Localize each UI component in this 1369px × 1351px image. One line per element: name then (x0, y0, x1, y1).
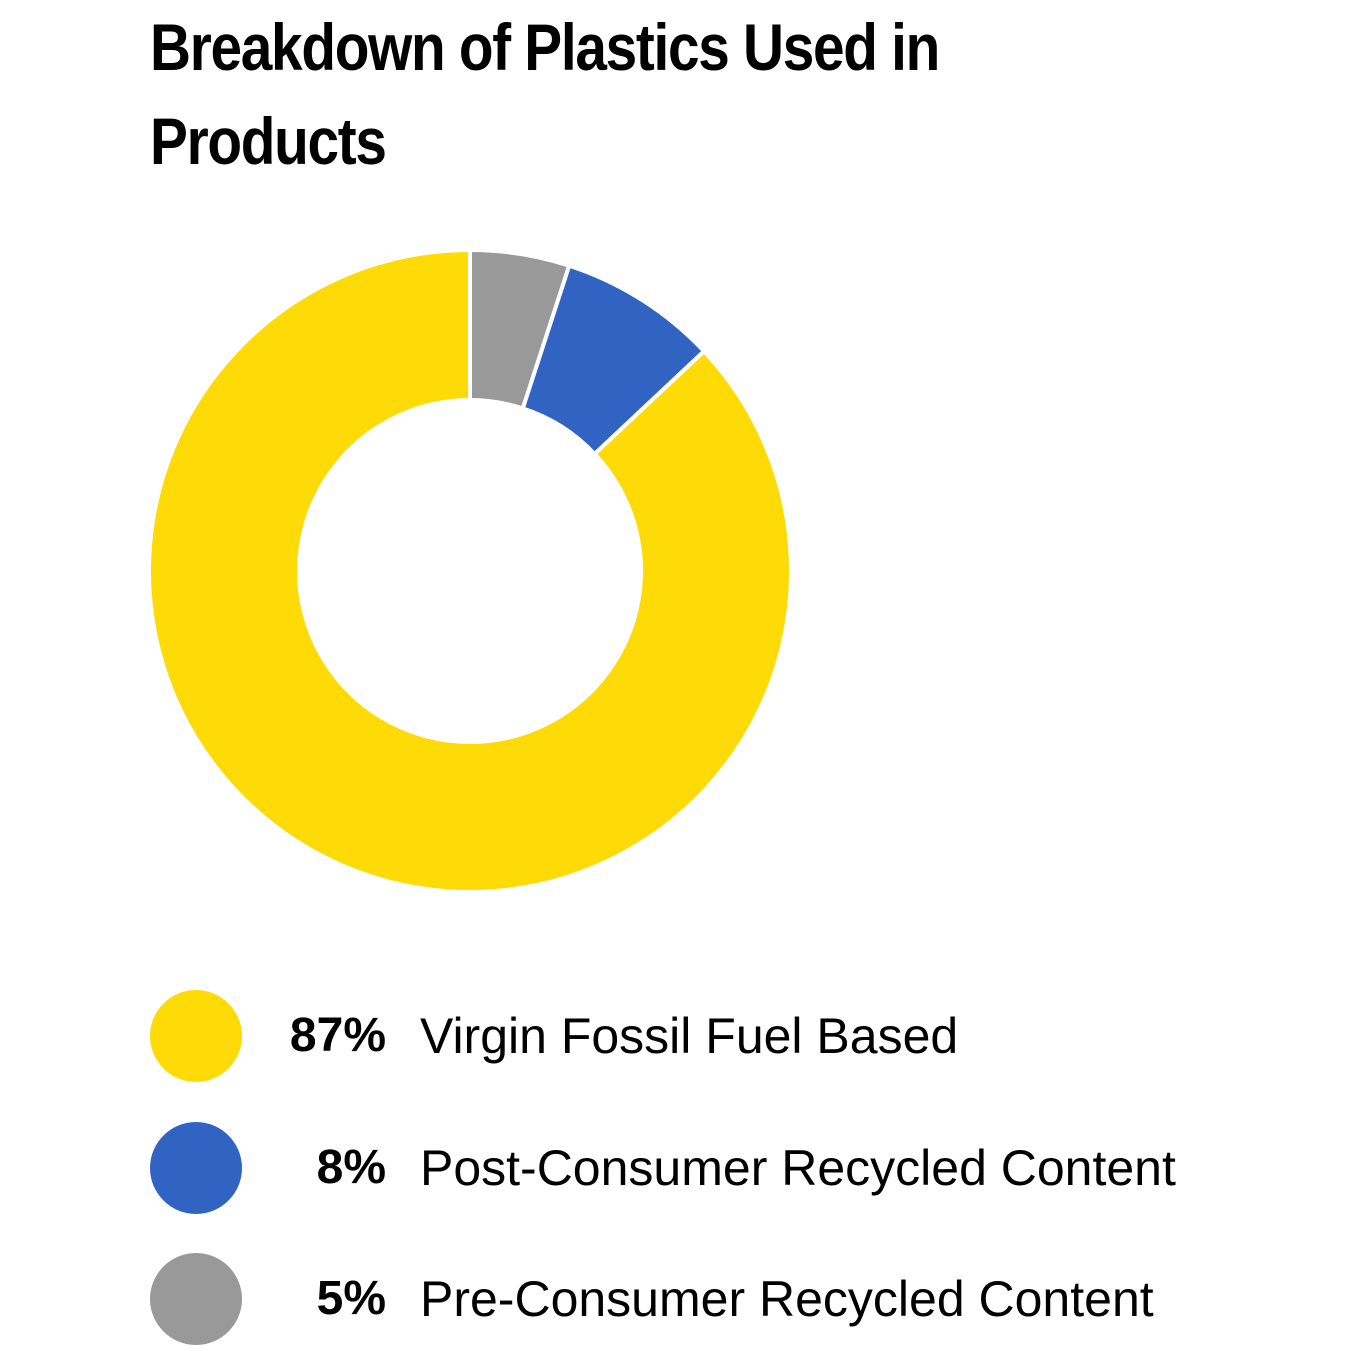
legend-value-post-consumer: 8% (316, 1141, 386, 1194)
legend-label-virgin-fossil-fuel: Virgin Fossil Fuel Based (420, 1008, 959, 1064)
legend-swatch-virgin-fossil-fuel (150, 990, 242, 1082)
legend-item-post-consumer: 8% Post-Consumer Recycled Content (150, 1122, 1300, 1214)
legend-item-virgin-fossil-fuel: 87% Virgin Fossil Fuel Based (150, 990, 1300, 1082)
donut-slice-virgin-fossil-fuel-based (147, 247, 793, 894)
legend-label-post-consumer: Post-Consumer Recycled Content (420, 1140, 1176, 1196)
legend-swatch-pre-consumer (150, 1253, 242, 1345)
legend-swatch-post-consumer (150, 1122, 242, 1214)
chart-title: Breakdown of Plastics Used in Products (150, 10, 940, 178)
donut-slices (147, 247, 793, 894)
legend-value-virgin-fossil-fuel: 87% (289, 1009, 386, 1062)
legend-label-pre-consumer: Pre-Consumer Recycled Content (420, 1271, 1154, 1327)
legend-value-pre-consumer: 5% (316, 1272, 386, 1325)
legend-item-pre-consumer: 5% Pre-Consumer Recycled Content (150, 1253, 1300, 1345)
